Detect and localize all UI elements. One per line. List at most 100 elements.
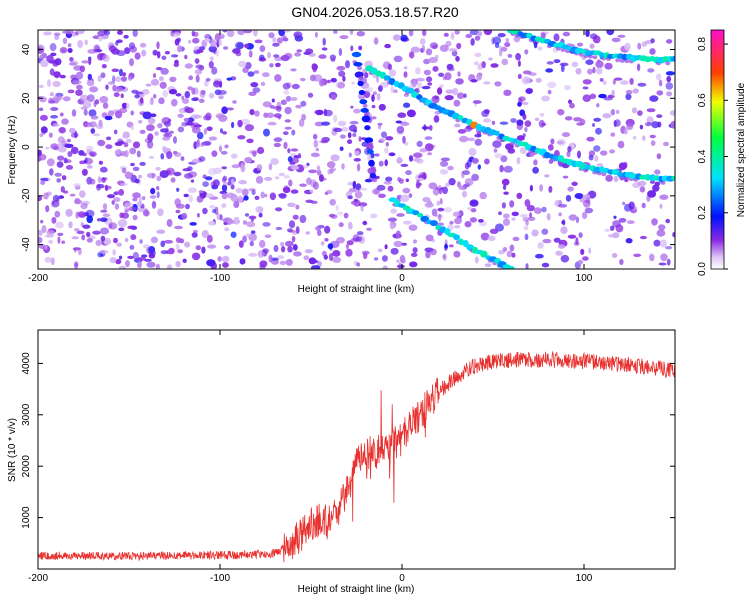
spectrogram-cell <box>171 54 179 58</box>
spectrogram-cell <box>184 63 193 69</box>
spectrogram-cell <box>427 82 433 86</box>
spectrogram-cell <box>215 49 220 57</box>
spectrogram-cell <box>586 136 595 142</box>
spectrogram-cell <box>474 133 482 138</box>
spectrogram-cell <box>232 100 237 104</box>
spectrogram-cell <box>494 81 502 87</box>
spectrogram-ridge-cell <box>429 220 438 227</box>
spectrogram-cell <box>629 77 634 85</box>
spectrogram-cell <box>208 60 214 69</box>
spectrogram-cell <box>89 86 99 93</box>
spectrogram-cell <box>423 58 431 65</box>
spectrogram-cell <box>376 75 380 83</box>
spectrogram-cell <box>409 51 415 59</box>
spectrogram-cell <box>184 173 193 179</box>
spectrogram-cell <box>387 185 394 192</box>
spectrogram-cell <box>564 116 573 121</box>
spectrogram-cell <box>563 85 572 91</box>
spectrogram-cell <box>404 66 408 70</box>
spectrogram-cell <box>442 254 446 260</box>
spectrogram-cell <box>40 59 49 68</box>
spectrogram-cell <box>457 129 466 134</box>
spectrogram-ridge-halo <box>357 66 363 71</box>
spectrogram-cell <box>39 96 47 103</box>
spectrogram-cell <box>141 254 148 258</box>
spectrogram-cell <box>567 146 572 153</box>
spectrogram-cell <box>80 202 88 210</box>
spectrogram-cell <box>380 138 386 142</box>
spectrogram-cell <box>623 128 628 135</box>
spectrogram-cell <box>171 98 178 107</box>
spectrogram-cell <box>315 109 324 116</box>
spectrogram-cell <box>571 61 579 68</box>
spectrogram-cell <box>459 135 469 143</box>
spectrogram-cell <box>99 250 109 254</box>
spectrogram-ridge-halo <box>358 75 364 80</box>
spectrogram-ridge-cell <box>364 137 374 144</box>
spectrogram-cell <box>217 256 222 262</box>
spectrogram-cell <box>262 101 272 108</box>
spectrogram-cell <box>336 237 345 244</box>
spectrogram-cell <box>149 195 157 199</box>
spectrogram-cell <box>475 256 479 264</box>
spectrogram-cell <box>129 244 135 250</box>
spectrogram-cell <box>67 43 72 48</box>
spectrogram-cell <box>385 142 389 147</box>
spectrogram-cell <box>248 252 258 257</box>
spectrogram-cell <box>516 119 524 126</box>
spectrogram-cell <box>562 31 571 37</box>
spectrogram-cell <box>273 137 283 143</box>
spectrogram-cell <box>511 217 516 221</box>
spectrogram-cell <box>465 33 473 39</box>
spectrogram-cell <box>477 30 483 37</box>
spectrogram-cell <box>404 141 409 146</box>
spectrogram-cell <box>51 200 60 208</box>
spectrogram-cell <box>612 220 621 228</box>
spectrogram-frame <box>37 29 676 270</box>
spectrogram-cell <box>594 155 599 162</box>
spectrogram-cell <box>203 128 208 135</box>
spectrogram-cell <box>245 233 251 238</box>
spectrogram-cell <box>121 167 127 174</box>
spectrogram-cell <box>610 132 616 137</box>
spectrogram-cell <box>432 66 439 72</box>
spectrogram-cell <box>377 248 383 253</box>
spectrogram-cell <box>209 204 216 209</box>
spectrogram-cell <box>223 221 228 226</box>
spectrogram-cell <box>173 171 182 177</box>
spectrogram-cell <box>491 120 496 125</box>
spectrogram-cell <box>98 119 103 127</box>
spectrogram-cell <box>497 33 506 38</box>
spectrogram-cell <box>276 105 282 112</box>
spectrogram-cell <box>332 256 342 263</box>
spectrogram-cell <box>272 37 277 43</box>
spectrogram-cell <box>202 181 210 188</box>
spectrogram-cell <box>139 239 143 244</box>
spectrogram-cell <box>323 254 328 260</box>
spectrogram-cell <box>282 82 291 90</box>
spectrogram-cell <box>105 84 109 90</box>
spectrogram-cell <box>214 33 221 42</box>
spectrogram-cell <box>324 109 333 117</box>
spectrogram-cell <box>159 81 167 89</box>
spectrogram-cell <box>509 200 515 208</box>
spectrogram-cell <box>385 176 393 182</box>
spectrogram-cell <box>155 67 163 71</box>
spectrogram-cell <box>77 211 86 218</box>
spectrogram-cell <box>148 250 156 257</box>
spectrogram-cell <box>444 95 454 101</box>
spectrogram-cell <box>240 162 245 171</box>
spectrogram-cell <box>98 160 103 165</box>
spectrogram-cell <box>318 54 327 59</box>
spectrogram-cell <box>582 79 592 85</box>
spectrogram-cell <box>49 168 54 176</box>
spectrogram-cell <box>209 56 214 61</box>
spectrogram-cell <box>44 234 55 238</box>
spectrogram-cell <box>211 150 218 157</box>
spectrogram-cell <box>107 110 114 117</box>
spectrogram-cell <box>82 224 91 229</box>
spectrogram-cell <box>267 121 277 126</box>
spectrogram-cell <box>284 119 291 123</box>
spectrogram-cell <box>531 229 539 237</box>
spectrogram-cell <box>139 161 146 166</box>
